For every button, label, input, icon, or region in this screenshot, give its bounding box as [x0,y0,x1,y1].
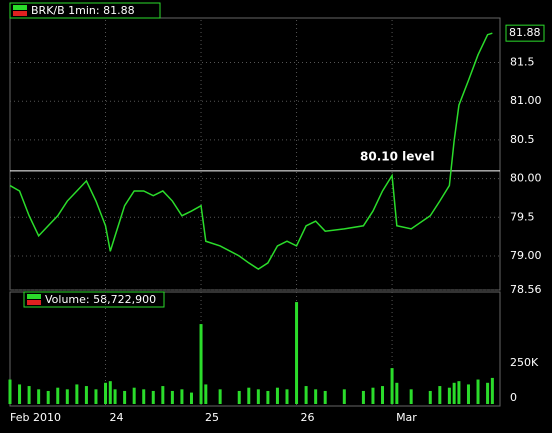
volume-bar [65,389,69,404]
y-tick-label: 79.00 [510,249,542,262]
volume-bar [447,387,451,404]
legend-up [27,294,41,299]
volume-bar [428,390,432,404]
volume-bar [18,384,22,404]
volume-bar [295,302,299,404]
volume-bar [46,390,50,404]
volume-bar [199,324,203,404]
volume-bar [108,381,112,404]
volume-bar [381,386,385,404]
volume-bar [371,387,375,404]
volume-title: Volume: 58,722,900 [45,293,156,306]
y-tick-label: 80.00 [510,172,542,185]
price-line [9,32,493,271]
volume-bar [94,389,98,404]
title-box [9,2,161,19]
y-tick-label: 80.5 [510,133,535,146]
volume-bar [304,386,308,404]
volume-title-box [23,291,165,308]
x-tick-label: Feb 2010 [10,411,61,424]
volume-bar [237,390,241,404]
volume-bar [204,384,208,404]
volume-bar [466,384,470,404]
volume-bar [266,390,270,404]
volume-bar [161,386,165,404]
volume-bar [361,390,365,404]
volume-bar [8,379,12,404]
volume-bar [476,379,480,404]
x-tick-label: 25 [205,411,219,424]
volume-bar [123,390,127,404]
price-panel [9,17,501,291]
volume-bar [490,377,494,404]
volume-bar [132,387,136,404]
legend-down [27,300,41,305]
y-tick-label: 79.5 [510,210,535,223]
last-price-box [505,24,545,42]
volume-bar [37,389,41,404]
volume-bar [285,389,289,404]
volume-bar [314,389,318,404]
annotation: 80.10 level [360,149,434,163]
volume-bar [151,390,155,404]
chart-title: BRK/B 1min: 81.88 [31,4,135,17]
y-tick-label: 78.56 [510,283,542,296]
volume-bar [247,387,251,404]
x-tick-label: 26 [301,411,315,424]
last-price: 81.88 [509,26,541,39]
volume-bar [452,382,456,404]
volume-bar [84,386,88,404]
volume-bar [189,392,193,404]
volume-bar [256,389,260,404]
volume-panel [9,291,501,407]
volume-bar [56,387,60,404]
volume-bar [409,389,413,404]
volume-bar [275,387,279,404]
volume-bar [170,390,174,404]
volume-bar [104,382,108,404]
volume-bar [486,382,490,404]
volume-bar [75,384,79,404]
volume-bar [457,381,461,404]
volume-bar [27,386,31,404]
volume-bar [342,389,346,404]
x-tick-label: 24 [110,411,124,424]
volume-bar [323,390,327,404]
volume-bar [142,389,146,404]
volume-bar [390,368,394,404]
volume-bar [113,389,117,404]
volume-bar [438,386,442,404]
legend-up [13,5,27,10]
y-tick-label: 81.5 [510,56,535,69]
volume-bar [180,389,184,404]
y-tick-label: 0 [510,391,517,404]
y-tick-label: 81.00 [510,94,542,107]
x-tick-label: Mar [396,411,417,424]
y-tick-label: 250K [510,356,539,369]
volume-bar [218,389,222,404]
volume-bar [395,382,399,404]
legend-down [13,11,27,16]
